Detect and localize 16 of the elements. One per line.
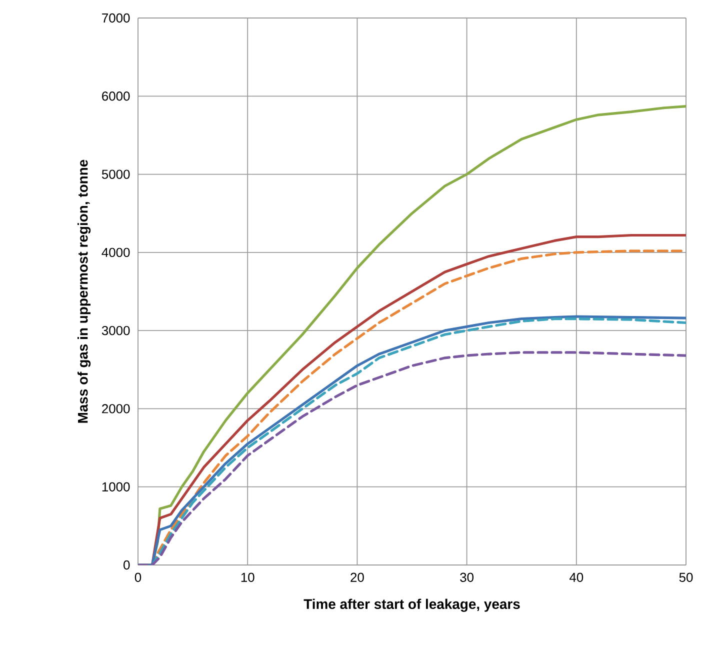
- x-tick-label: 20: [350, 572, 364, 582]
- y-tick-label: 0: [124, 560, 130, 570]
- x-tick-label: 30: [460, 572, 474, 582]
- x-tick-label: 0: [134, 572, 142, 582]
- y-tick-label: 2000: [102, 404, 130, 414]
- y-axis-title: Mass of gas in uppermost region, tonne: [78, 160, 91, 423]
- x-tick-label: 50: [679, 572, 693, 582]
- y-tick-label: 5000: [102, 170, 130, 179]
- x-axis-title: Time after start of leakage, years: [304, 598, 520, 612]
- y-tick-label: 7000: [102, 13, 130, 23]
- y-tick-label: 3000: [102, 326, 130, 336]
- x-tick-label: 10: [241, 572, 254, 582]
- y-tick-label: 4000: [102, 248, 130, 258]
- y-tick-label: 1000: [102, 482, 130, 492]
- y-tick-label: 6000: [102, 92, 130, 101]
- x-tick-label: 40: [569, 572, 584, 582]
